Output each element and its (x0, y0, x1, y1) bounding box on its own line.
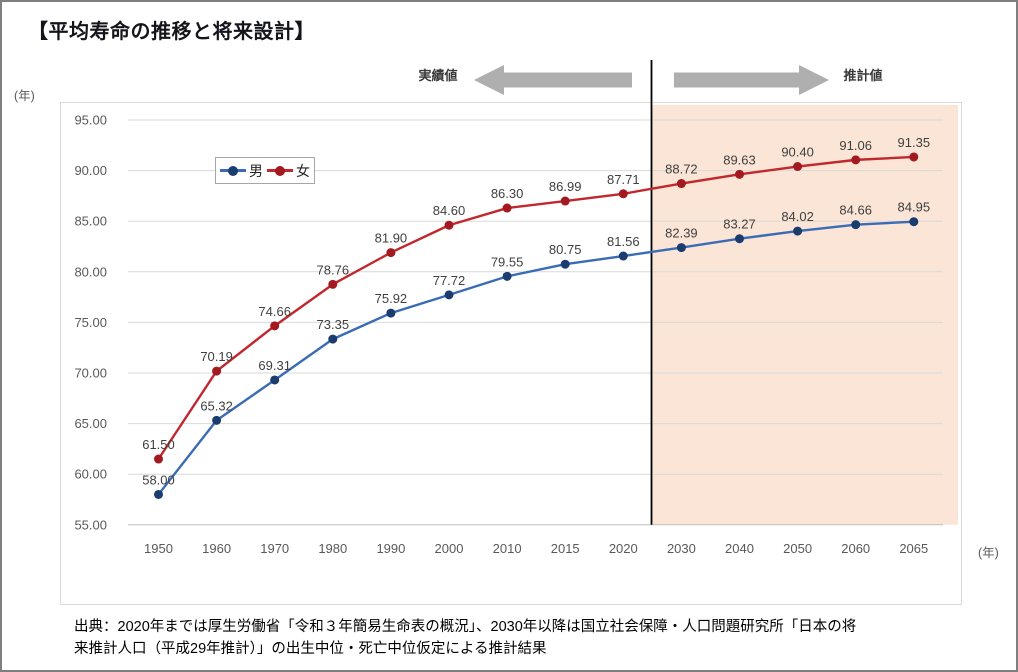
x-axis-unit-label: (年) (978, 546, 999, 560)
chart-legend: 男 女 (215, 157, 315, 184)
projection-values-label: 推計値 (843, 68, 883, 83)
actual-arrow-icon (474, 65, 632, 95)
source-note-line1: 出典：2020年までは厚生労働省「令和３年簡易生命表の概況」、2030年以降は国… (74, 619, 857, 635)
page-title: 【平均寿命の推移と将来設計】 (28, 21, 315, 43)
projection-arrow-icon (674, 65, 829, 95)
chart-frame (60, 102, 962, 605)
female-series-line-icon (267, 165, 293, 176)
source-note-line2: 来推計人口（平成29年推計）」の出生中位・死亡中位仮定による推計結果 (74, 640, 547, 657)
source-note: 出典：2020年までは厚生労働省「令和３年簡易生命表の概況」、2030年以降は国… (74, 617, 964, 661)
female-series-marker-icon (275, 165, 285, 176)
actual-values-label: 実績値 (418, 68, 458, 83)
legend-item-female: 女 (267, 161, 310, 181)
y-axis-unit-label: (年) (14, 89, 35, 103)
male-series-line-icon (220, 165, 246, 176)
legend-label-male: 男 (249, 162, 263, 179)
legend-label-female: 女 (296, 162, 310, 179)
legend-item-male: 男 (220, 161, 263, 181)
male-series-marker-icon (228, 165, 238, 176)
